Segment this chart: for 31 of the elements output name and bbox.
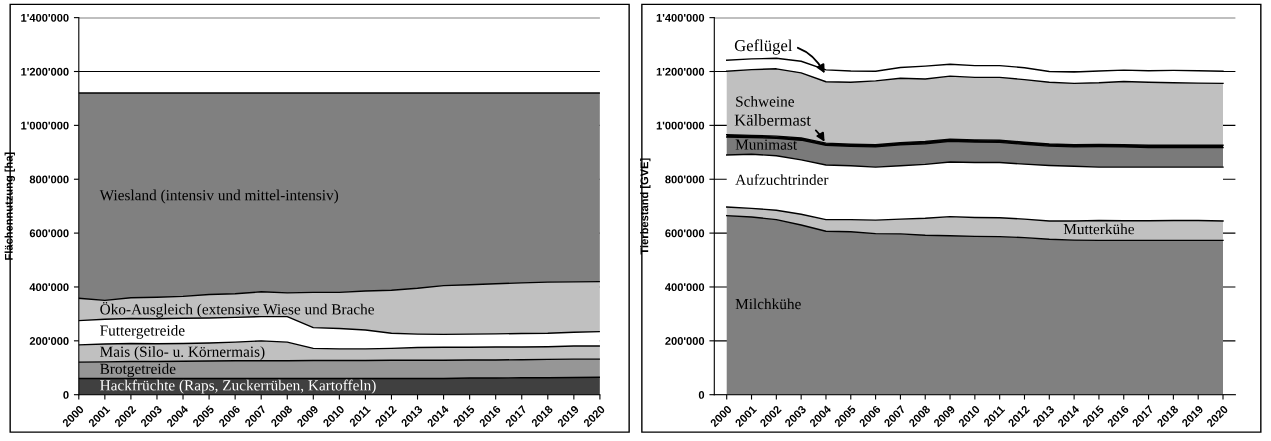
series-label: Mais (Silo- u. Körnermais) bbox=[100, 346, 265, 360]
y-tick-label: 1'400'000 bbox=[21, 13, 69, 22]
y-tick-label: 600'000 bbox=[665, 229, 705, 238]
y-tick-label: 1'200'000 bbox=[21, 67, 69, 76]
series-label: Hackfrüchte (Raps, Zuckerrüben, Kartoffeln) bbox=[100, 379, 376, 394]
series-label: Milchkühe bbox=[735, 298, 801, 310]
y-tick-label: 1'000'000 bbox=[656, 121, 705, 130]
series-label: Kälbermast bbox=[734, 114, 811, 126]
y-tick-label: 400'000 bbox=[29, 283, 69, 292]
series-label: Geflügel bbox=[734, 39, 793, 55]
y-tick-label: 800'000 bbox=[29, 175, 69, 184]
y-tick-label: 1'000'000 bbox=[21, 121, 69, 130]
series-label: Aufzuchtrinder bbox=[735, 173, 829, 185]
y-axis-title: Flächennutzung [ha] bbox=[4, 152, 15, 260]
y-tick-label: 600'000 bbox=[29, 229, 69, 238]
y-axis-title: Tierbestand [GVE] bbox=[640, 158, 651, 255]
y-tick-label: 800'000 bbox=[665, 175, 705, 184]
series-label: Brotgetreide bbox=[100, 363, 176, 378]
series-label: Öko-Ausgleich (extensive Wiese und Brache bbox=[100, 301, 374, 318]
y-tick-label: 1'200'000 bbox=[656, 67, 705, 76]
y-tick-label: 0 bbox=[698, 390, 705, 399]
y-tick-label: 1'400'000 bbox=[656, 13, 705, 22]
series-label: Schweine bbox=[736, 95, 795, 107]
series-label: Mutterkühe bbox=[1063, 223, 1135, 235]
y-tick-label: 400'000 bbox=[665, 283, 705, 292]
series-label: Futtergetreide bbox=[100, 324, 185, 339]
y-tick-label: 200'000 bbox=[665, 337, 705, 345]
y-tick-label: 200'000 bbox=[29, 337, 69, 345]
y-tick-label: 0 bbox=[63, 390, 69, 399]
legend-label: Munimast bbox=[735, 139, 798, 150]
series-label: Wiesland (intensiv und mittel-intensiv) bbox=[99, 189, 339, 204]
